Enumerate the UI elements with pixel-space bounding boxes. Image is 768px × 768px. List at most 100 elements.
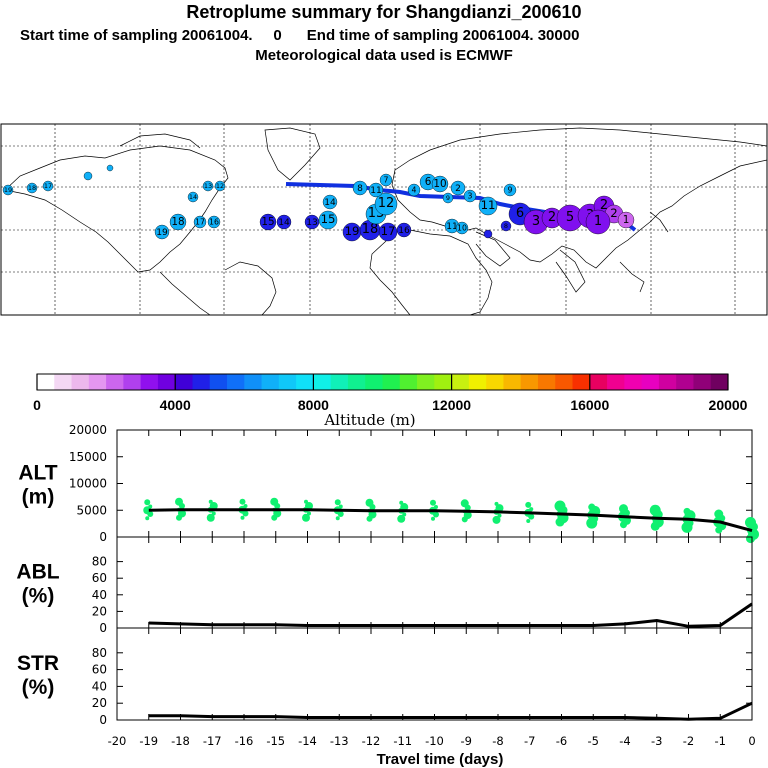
altitude-colorbar: 0 4000 8000 12000 16000 20000 [33,373,748,413]
y-tick-label: 0 [99,530,107,544]
trajectory-dot [352,180,368,196]
y-tick-label: 80 [92,646,107,660]
trajectory-dot [431,175,449,193]
trajectory-dot [483,229,493,239]
trajectory-day-label: 16 [398,226,410,236]
altitude-scatter-point [208,499,213,504]
trajectory-dot [304,214,320,230]
panel-unit-abl: (%) [22,585,55,608]
altitude-scatter-point [240,515,245,520]
trajectory-day-label: 3 [532,214,540,229]
trajectory-dot [187,191,199,203]
altitude-scatter-point [588,503,596,511]
trajectory-dot [106,164,114,172]
colorbar-tick-label: 4000 [160,397,191,413]
x-tick-label: -14 [298,734,317,748]
trajectory-dot [26,182,38,194]
colorbar-cell [123,374,142,390]
altitude-scatter-point [334,499,341,506]
trajectory-day-label: 16 [209,217,219,226]
colorbar-cell [641,374,660,390]
series-line-abl [148,602,753,628]
trajectory-day-label: 14 [189,193,197,201]
colorbar-cell [537,374,556,390]
trajectory-day-label: 18 [362,222,379,237]
altitude-scatter-point [145,516,150,521]
colorbar-cell [261,374,280,390]
colorbar-cell [330,374,349,390]
trajectory-day-label: 2 [548,210,556,225]
trajectory-dot [500,220,512,232]
x-tick-label: -11 [393,734,412,748]
trajectory-day-label: 14 [324,198,336,208]
colorbar-cell [520,374,539,390]
x-tick-label: -15 [266,734,285,748]
met-data-note: Meteorological data used is ECMWF [255,47,513,64]
altitude-scatter-point [304,499,308,504]
x-tick-label: -8 [492,734,503,748]
trajectory-dot [214,180,226,192]
trajectory-day-label: 9 [446,194,450,202]
trajectory-day-label: 8 [504,222,508,230]
altitude-scatter-point [745,517,756,529]
altitude-scatter-point [270,497,279,506]
time-series-panels: 05000100001500020000ALT(m)020406080ABL(%… [16,423,759,748]
colorbar-cell [106,374,124,390]
colorbar-cell [693,374,712,390]
trajectory-dot [455,221,469,235]
altitude-scatter-point [460,499,469,508]
trajectory-day-label: 1 [623,214,630,226]
colorbar-cell [88,374,107,390]
trajectory-dot [276,214,292,230]
colorbar-cell [658,374,677,390]
trajectory-dot [207,215,221,229]
x-tick-label: -12 [362,734,381,748]
altitude-scatter-point [463,511,472,520]
colorbar-cell [572,374,591,390]
trajectory-dot [378,222,398,242]
trajectory-dot [379,173,393,187]
trajectory-day-label: 19 [345,224,360,238]
trajectory-dot [450,180,466,196]
altitude-scatter-point [335,516,340,521]
trajectory-dot [396,222,412,238]
altitude-scatter-point [273,509,282,518]
colorbar-cell [347,374,366,390]
altitude-scatter-point [494,501,499,506]
altitude-scatter-point [243,503,248,508]
colorbar-tick-label: 12000 [432,397,471,413]
trajectory-dot [318,210,338,230]
trajectory-day-label: 14 [278,218,290,228]
trajectory-dot [42,180,54,192]
colorbar-cell [244,374,263,390]
y-tick-label: 40 [92,679,107,693]
altitude-scatter-point [175,497,183,506]
trajectory-day-label: 19 [4,186,12,194]
trajectory-day-label: 10 [433,178,446,190]
panel-unit-alt: (m) [22,486,55,509]
y-tick-label: 20000 [69,423,107,437]
colorbar-cell [365,374,383,390]
x-tick-label: -2 [683,734,694,748]
colorbar-cell [676,374,694,390]
y-tick-label: 5000 [76,503,107,517]
x-tick-label: -5 [588,734,599,748]
trajectory-day-label: 5 [566,210,574,225]
trajectory-day-label: 2 [455,184,461,194]
trajectory-dot [193,215,207,229]
trajectory-day-label: 17 [195,217,205,226]
altitude-scatter-point [529,507,534,512]
altitude-scatter-point [206,513,215,522]
trajectory-day-label: 18 [171,216,184,228]
trajectory-day-label: 12 [216,182,224,190]
trajectory-dot [83,171,93,181]
trajectory-dot [442,192,454,204]
colorbar-cell [296,374,314,390]
altitude-scatter-point [305,501,313,510]
trajectory-day-label: 9 [508,185,513,194]
altitude-scatter-point [365,498,374,507]
colorbar-cell [555,374,574,390]
trajectory-day-label: 15 [321,212,336,226]
trajectory-day-label: 17 [44,182,52,190]
